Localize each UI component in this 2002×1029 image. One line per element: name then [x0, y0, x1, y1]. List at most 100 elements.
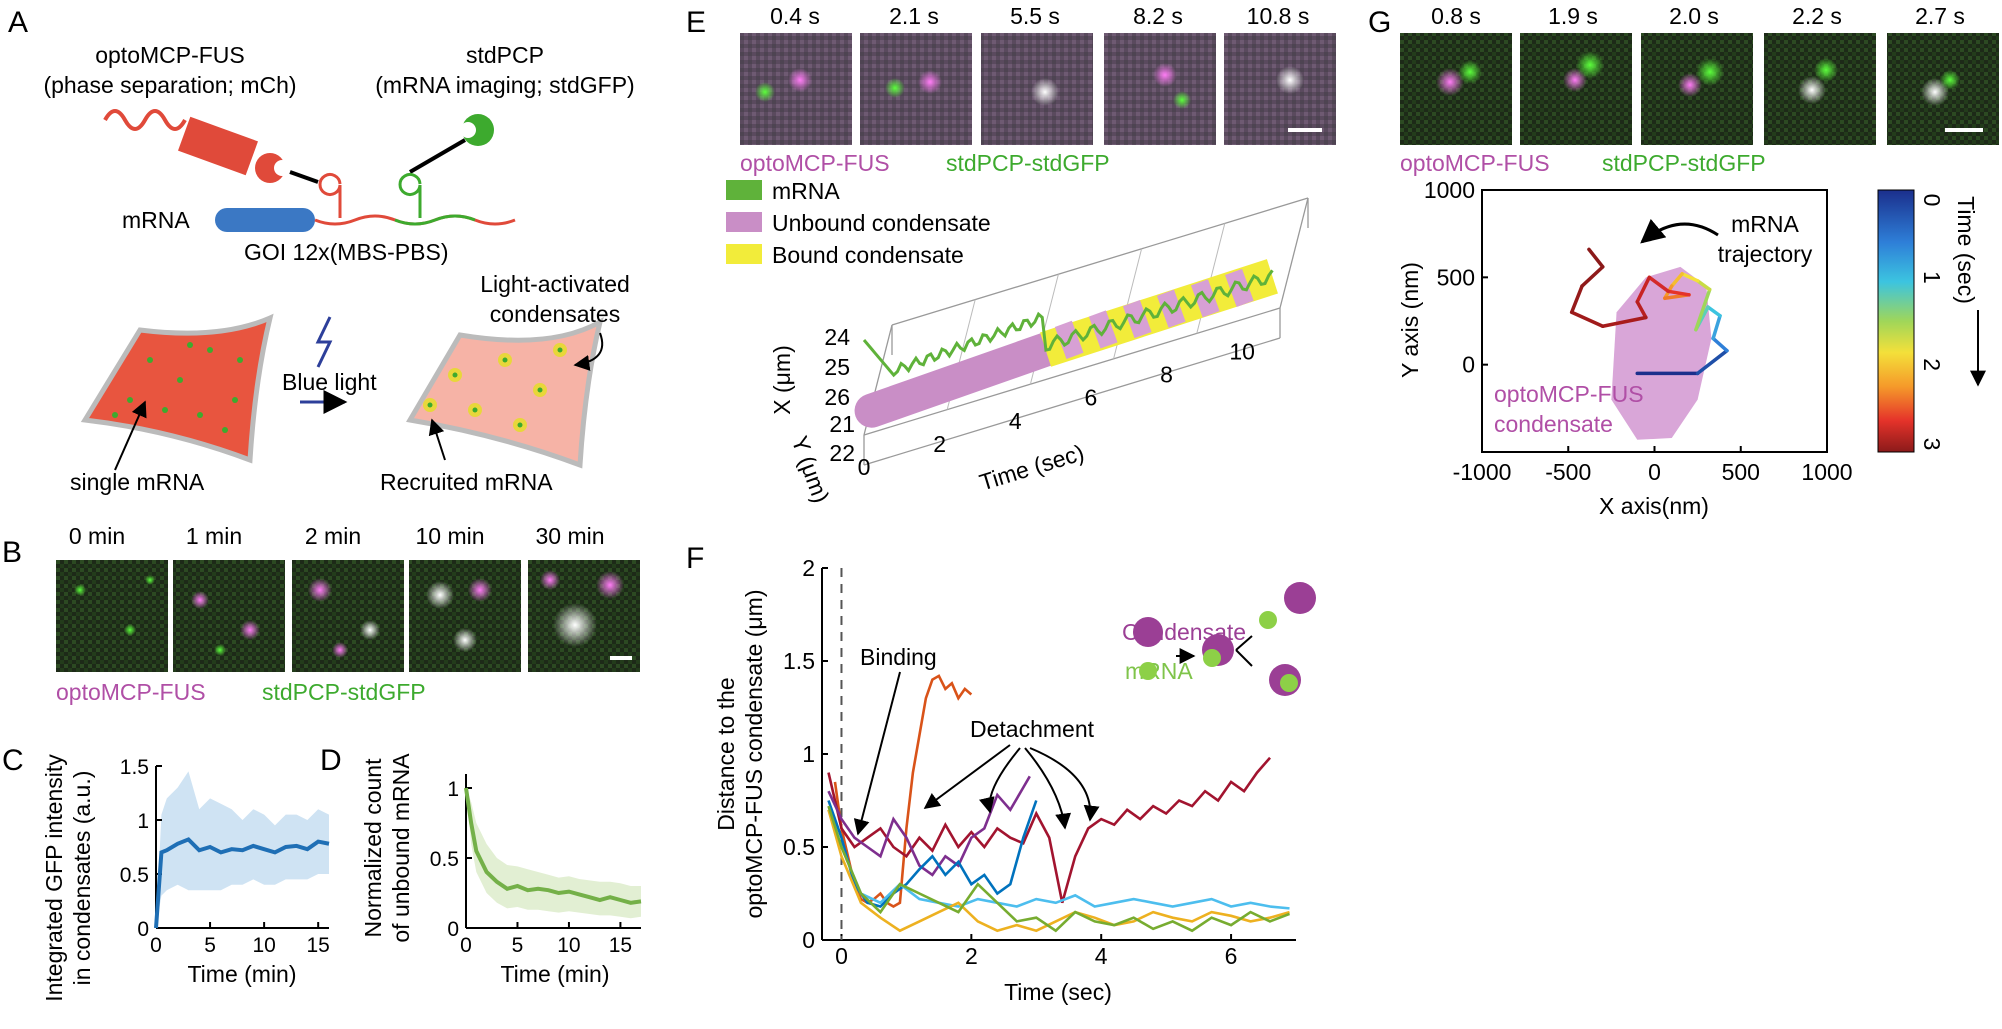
- e-unbound-condensate: [854, 332, 1063, 428]
- b-time-2: 2 min: [305, 523, 361, 549]
- g-colorbar-tick: 2: [1919, 358, 1945, 371]
- c-y-label-1: Integrated GFP intensity: [41, 754, 67, 1002]
- opto-title: optoMCP-FUS: [95, 42, 245, 68]
- b-spots: [74, 570, 624, 658]
- ms2-hairpin: [318, 173, 342, 218]
- c-y-tick-label: 0: [137, 918, 149, 941]
- e-box-edge: [1279, 197, 1309, 309]
- g-trajectory-segment: [1569, 284, 1584, 315]
- g-x-tick-label: -500: [1545, 459, 1591, 485]
- g-trajectory-segment: [1647, 275, 1671, 294]
- e-time-2: 5.5 s: [1010, 3, 1060, 29]
- g-x-tick-label: 1000: [1801, 459, 1852, 485]
- single-mrna-label: single mRNA: [70, 469, 205, 495]
- condensate-pointer: [573, 332, 604, 371]
- g-x-tick-label: 500: [1722, 459, 1760, 485]
- g-trajectory-segment: [1706, 305, 1722, 318]
- chart-g: -1000 -500 0 500 1000 0 500 1000 optoMCP-FUS cond…: [1397, 177, 1986, 519]
- g-trajectory-segment: [1587, 247, 1605, 269]
- g-trajectory-segment: [1694, 287, 1712, 332]
- e-y-tick-label: 22: [829, 440, 855, 466]
- f-y-label-2: optoMCP-FUS condensate (μm): [741, 590, 767, 919]
- e-image-3: [1104, 33, 1216, 145]
- cell-dark-mrna-dots: [112, 342, 243, 433]
- e-legend-swatch-2: [726, 244, 762, 264]
- f-y-tick-label: 1: [802, 741, 815, 767]
- cell-light-condensates: [423, 343, 567, 432]
- g-trajectory-segment: [1670, 272, 1684, 288]
- g-trajectory-segment: [1601, 315, 1648, 328]
- d-x-tick-label: 10: [557, 934, 580, 957]
- g-trajectory-label-2: trajectory: [1718, 241, 1813, 267]
- c-y-label-2: in condensates (a.u.): [69, 771, 95, 986]
- f-condensate-circle: [1133, 617, 1163, 647]
- lightning-icon: [315, 316, 333, 368]
- g-trajectory-segment: [1711, 336, 1729, 353]
- f-series-purple: [827, 775, 1031, 877]
- f-x-label: Time (sec): [1004, 979, 1112, 1005]
- c-series-line: [154, 837, 330, 929]
- c-y-tick-label: 1.5: [120, 756, 149, 779]
- chart-f: 0 2 4 6 0 0.5 1 1.5 2 Time (sec) Distance to the op…: [713, 555, 1316, 1005]
- f-detach-arrow-4: [1029, 747, 1100, 822]
- d-y-tick-label: 1: [447, 778, 459, 801]
- d-series-line: [464, 787, 642, 905]
- pcp-pocket: [460, 122, 476, 138]
- d-x-tick-label: 0: [460, 934, 472, 957]
- light-activated-label-2: condensates: [490, 301, 620, 327]
- d-x-label: Time (min): [500, 961, 609, 987]
- blue-light-label: Blue light: [282, 369, 377, 395]
- g-trajectory-segment: [1580, 265, 1605, 288]
- e-y-label: Y (μm): [786, 432, 834, 506]
- e-x-tick-label: 0: [858, 454, 871, 480]
- e-x-tick-label: 6: [1085, 385, 1098, 411]
- g-scale-bar: [1945, 128, 1983, 132]
- g-trajectory-segment: [1635, 275, 1652, 304]
- f-binding-label: Binding: [860, 644, 937, 670]
- e-bound-overlap: [1225, 268, 1254, 307]
- b-time-1: 1 min: [186, 523, 242, 549]
- g-trajectory-segment: [1680, 272, 1700, 283]
- e-legend-swatch-0: [726, 180, 762, 200]
- f-bound-mrna: [1203, 649, 1221, 667]
- f-x-tick-label: 6: [1225, 943, 1238, 969]
- g-condensate-blob: [1611, 266, 1712, 440]
- single-mrna-pointer: [114, 400, 147, 471]
- c-x-tick-label: 15: [307, 934, 330, 957]
- g-condensate-label-1: optoMCP-FUS: [1494, 381, 1644, 407]
- e-spots: [755, 63, 1304, 109]
- e-time-0: 0.4 s: [770, 3, 820, 29]
- panel-label-f: F: [686, 542, 704, 575]
- light-activated-label-1: Light-activated: [480, 271, 630, 297]
- f-mrna-label: mRNA: [1125, 658, 1193, 684]
- mcp-link: [289, 170, 319, 184]
- e-box-edge: [863, 337, 1281, 466]
- g-y-tick-label: 500: [1437, 264, 1475, 290]
- e-x-tick-label: 8: [1160, 362, 1173, 388]
- c-y-tick-label: 1: [137, 810, 149, 833]
- chart-c: 0 5 10 15 0 0.5 1 1.5 Time (min) Integrated GFP i…: [41, 754, 330, 1002]
- idr-tail: [103, 109, 187, 131]
- d-y-label-1: Normalized count: [360, 758, 386, 938]
- mcp-protein: [178, 116, 258, 176]
- f-x-tick-label: 0: [835, 943, 848, 969]
- f-x-tick-label: 2: [965, 943, 978, 969]
- e-x-tick-label: 2: [933, 431, 946, 457]
- f-binding-arrow: [853, 671, 901, 836]
- panel-e: 0.4 s 2.1 s 5.5 s 8.2 s 10.8 s optoMCP-F…: [740, 3, 1336, 176]
- pbs-strand: [394, 214, 476, 226]
- c-x-tick-label: 10: [252, 934, 275, 957]
- f-detachment-label: Detachment: [970, 716, 1095, 742]
- f-detach-arrow-2: [979, 747, 1021, 814]
- cell-light: [406, 317, 604, 469]
- g-time-1: 1.9 s: [1548, 3, 1598, 29]
- panel-label-a: A: [8, 6, 28, 39]
- f-y-tick-label: 0: [802, 927, 815, 953]
- f-series-yellow: [827, 809, 1290, 933]
- c-x-tick-label: 5: [204, 934, 216, 957]
- f-series-orange-red: [833, 674, 973, 909]
- g-time-2: 2.0 s: [1669, 3, 1719, 29]
- pcp-head: [462, 114, 494, 146]
- g-y-label: Y axis (nm): [1397, 262, 1423, 378]
